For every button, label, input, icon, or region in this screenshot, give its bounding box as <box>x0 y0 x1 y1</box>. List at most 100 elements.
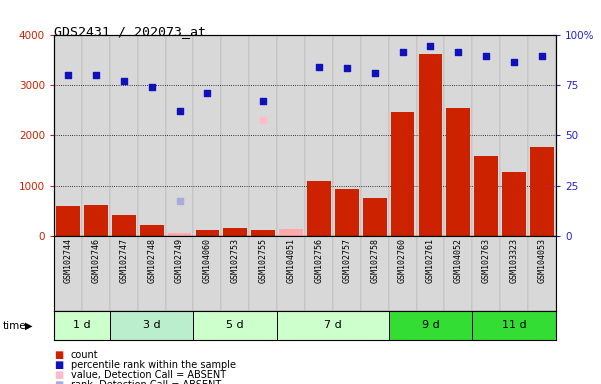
Bar <box>361 35 389 236</box>
Bar <box>54 35 82 236</box>
Point <box>370 70 379 76</box>
Bar <box>277 311 389 340</box>
Bar <box>528 35 556 236</box>
Text: time: time <box>3 321 26 331</box>
Bar <box>221 236 249 311</box>
Text: percentile rank within the sample: percentile rank within the sample <box>71 360 236 370</box>
Text: 7 d: 7 d <box>324 320 342 331</box>
Text: GSM102746: GSM102746 <box>91 238 100 283</box>
Bar <box>307 181 331 236</box>
Bar <box>221 35 249 236</box>
Bar <box>361 236 389 311</box>
Text: 1 d: 1 d <box>73 320 91 331</box>
Point <box>258 98 268 104</box>
Bar <box>195 230 219 236</box>
Bar <box>82 35 110 236</box>
Text: 3 d: 3 d <box>143 320 160 331</box>
Bar <box>333 35 361 236</box>
Bar <box>251 230 275 236</box>
Text: GDS2431 / 202073_at: GDS2431 / 202073_at <box>54 25 206 38</box>
Text: ■: ■ <box>54 350 63 360</box>
Bar <box>166 236 194 311</box>
Point <box>509 59 519 65</box>
Text: value, Detection Call = ABSENT: value, Detection Call = ABSENT <box>71 370 226 380</box>
Text: ■: ■ <box>54 370 63 380</box>
Text: GSM102748: GSM102748 <box>147 238 156 283</box>
Point <box>175 198 185 204</box>
Bar <box>56 207 80 236</box>
Point <box>91 72 101 78</box>
Bar <box>472 35 500 236</box>
Text: GSM103323: GSM103323 <box>510 238 519 283</box>
Text: GSM102744: GSM102744 <box>64 238 73 283</box>
Text: GSM102747: GSM102747 <box>119 238 128 283</box>
Bar <box>166 35 194 236</box>
Bar <box>194 311 277 340</box>
Point <box>398 49 407 55</box>
Bar <box>333 236 361 311</box>
Bar <box>138 236 166 311</box>
Bar <box>277 35 305 236</box>
Text: GSM102753: GSM102753 <box>231 238 240 283</box>
Point <box>119 78 129 84</box>
Bar <box>444 236 472 311</box>
Bar <box>224 228 247 236</box>
Bar <box>110 236 138 311</box>
Bar <box>279 228 303 236</box>
Bar <box>500 236 528 311</box>
Point <box>454 49 463 55</box>
Bar <box>168 233 191 236</box>
Point <box>342 65 352 71</box>
Bar <box>472 236 500 311</box>
Text: GSM102756: GSM102756 <box>314 238 323 283</box>
Bar <box>110 311 194 340</box>
Text: GSM102755: GSM102755 <box>258 238 267 283</box>
Bar <box>389 35 416 236</box>
Text: ■: ■ <box>54 380 63 384</box>
Text: GSM104060: GSM104060 <box>203 238 212 283</box>
Point <box>481 53 491 59</box>
Bar <box>54 236 82 311</box>
Bar <box>416 236 444 311</box>
Bar <box>305 35 333 236</box>
Bar <box>447 108 470 236</box>
Text: GSM102758: GSM102758 <box>370 238 379 283</box>
Text: ■: ■ <box>54 360 63 370</box>
Bar <box>138 35 166 236</box>
Text: GSM102761: GSM102761 <box>426 238 435 283</box>
Bar <box>335 189 359 236</box>
Bar <box>419 54 442 236</box>
Bar <box>416 35 444 236</box>
Text: 9 d: 9 d <box>421 320 439 331</box>
Bar <box>249 236 277 311</box>
Bar <box>391 112 415 236</box>
Bar <box>110 35 138 236</box>
Text: 11 d: 11 d <box>502 320 526 331</box>
Bar <box>194 236 221 311</box>
Bar <box>54 311 110 340</box>
Text: GSM102763: GSM102763 <box>482 238 491 283</box>
Bar <box>112 215 136 236</box>
Text: GSM104051: GSM104051 <box>287 238 296 283</box>
Text: ▶: ▶ <box>25 321 32 331</box>
Bar <box>472 311 556 340</box>
Text: GSM102749: GSM102749 <box>175 238 184 283</box>
Point <box>63 72 73 78</box>
Bar <box>194 35 221 236</box>
Point <box>203 90 212 96</box>
Point <box>537 53 547 59</box>
Text: 5 d: 5 d <box>227 320 244 331</box>
Bar <box>363 198 386 236</box>
Bar <box>249 35 277 236</box>
Point <box>175 108 185 114</box>
Text: GSM104053: GSM104053 <box>537 238 546 283</box>
Bar <box>530 147 554 236</box>
Bar <box>389 311 472 340</box>
Bar <box>502 172 526 236</box>
Bar <box>474 156 498 236</box>
Bar <box>82 236 110 311</box>
Bar <box>389 236 416 311</box>
Point <box>426 43 435 49</box>
Text: GSM102757: GSM102757 <box>343 238 352 283</box>
Bar <box>84 205 108 236</box>
